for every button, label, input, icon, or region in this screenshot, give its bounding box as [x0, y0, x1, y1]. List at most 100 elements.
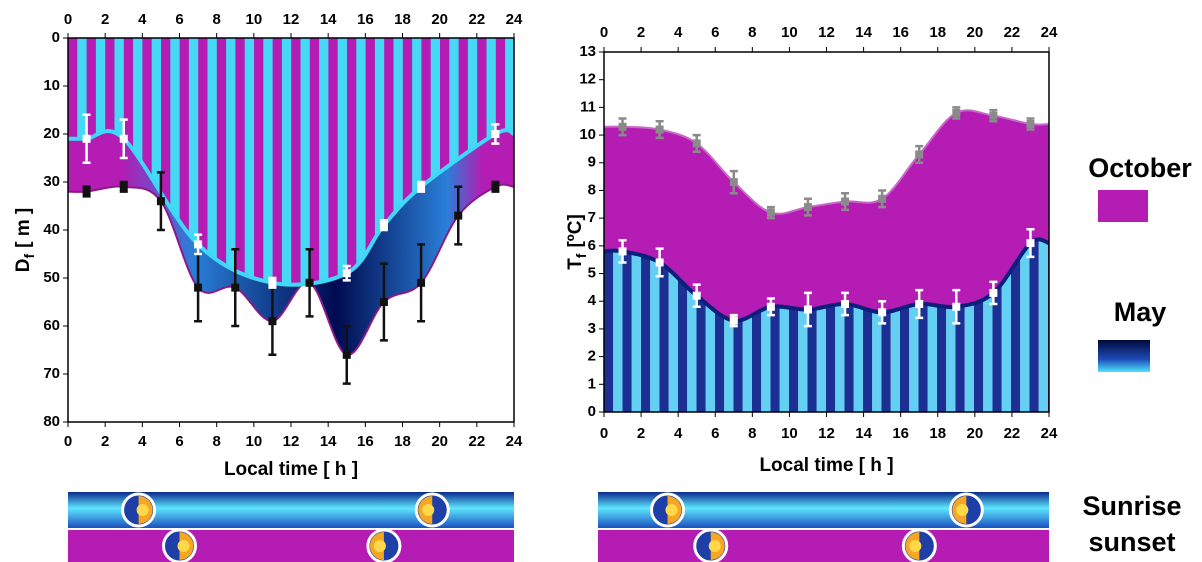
- daylight-bar: [68, 530, 514, 562]
- point: [952, 109, 960, 117]
- x-tick-label: 10: [245, 11, 262, 28]
- x-tick-label: 18: [394, 433, 411, 450]
- x-tick-label: 24: [506, 11, 523, 28]
- x-tick-label: 6: [175, 11, 183, 28]
- x-tick-label: 0: [64, 11, 72, 28]
- x-axis-label: Local time [ h ]: [759, 455, 893, 476]
- x-tick-label: 0: [64, 433, 72, 450]
- legend-label: Sunrise: [1082, 491, 1181, 521]
- y-tick-label: 8: [588, 181, 596, 198]
- legend-swatch: [1098, 340, 1150, 372]
- point: [730, 178, 738, 186]
- point: [306, 279, 314, 287]
- x-tick-label: 10: [245, 433, 262, 450]
- x-tick-label: 12: [818, 24, 835, 41]
- sun-icon: [123, 494, 155, 526]
- point: [804, 203, 812, 211]
- x-tick-label: 4: [138, 11, 147, 28]
- x-tick-label: 12: [818, 425, 835, 442]
- point: [878, 195, 886, 203]
- x-tick-label: 20: [431, 11, 448, 28]
- sun-icon: [416, 494, 448, 526]
- y-tick-label: 60: [43, 317, 60, 334]
- point: [343, 351, 351, 359]
- y-tick-label: 20: [43, 125, 60, 142]
- legend-swatch: [1098, 190, 1148, 222]
- y-tick-label: 80: [43, 413, 60, 430]
- point: [194, 284, 202, 292]
- sun-core: [956, 504, 968, 516]
- x-tick-label: 24: [1041, 24, 1058, 41]
- x-tick-label: 6: [711, 425, 719, 442]
- y-tick-label: 40: [43, 221, 60, 238]
- x-tick-label: 16: [892, 425, 909, 442]
- x-tick-label: 14: [320, 433, 337, 450]
- y-tick-label: 2: [588, 348, 596, 365]
- sun-icon: [903, 530, 935, 562]
- y-label-sub: f: [21, 254, 37, 259]
- x-tick-label: 2: [101, 11, 109, 28]
- point: [767, 209, 775, 217]
- x-tick-label: 16: [357, 433, 374, 450]
- point: [231, 284, 239, 292]
- y-tick-label: 5: [588, 265, 596, 282]
- x-tick-label: 4: [674, 425, 683, 442]
- point: [619, 123, 627, 131]
- point: [915, 300, 923, 308]
- y-tick-label: 6: [588, 237, 596, 254]
- point: [693, 292, 701, 300]
- point: [491, 130, 499, 138]
- daylight-bar: [598, 530, 1049, 562]
- point: [417, 279, 425, 287]
- point: [83, 135, 91, 143]
- point: [380, 298, 388, 306]
- x-tick-label: 22: [468, 11, 485, 28]
- sun-core: [178, 540, 190, 552]
- x-tick-label: 22: [1004, 425, 1021, 442]
- sun-core: [666, 504, 678, 516]
- x-tick-label: 20: [966, 425, 983, 442]
- y-tick-label: 4: [588, 292, 597, 309]
- point: [491, 183, 499, 191]
- sun-core: [137, 504, 149, 516]
- point: [417, 183, 425, 191]
- point: [656, 126, 664, 134]
- x-tick-label: 8: [748, 24, 756, 41]
- legend-label: October: [1088, 153, 1192, 183]
- y-tick-label: 9: [588, 154, 596, 171]
- y-label-main: T: [565, 258, 586, 270]
- x-tick-label: 4: [138, 433, 147, 450]
- x-tick-label: 2: [637, 24, 645, 41]
- x-tick-label: 14: [320, 11, 337, 28]
- y-tick-label: 10: [43, 77, 60, 94]
- x-tick-label: 4: [674, 24, 683, 41]
- point: [454, 212, 462, 220]
- point: [656, 258, 664, 266]
- x-tick-label: 22: [468, 433, 485, 450]
- sun-icon: [695, 530, 727, 562]
- point: [380, 221, 388, 229]
- x-tick-label: 12: [283, 11, 300, 28]
- x-tick-label: 0: [600, 425, 608, 442]
- x-tick-label: 18: [929, 425, 946, 442]
- x-tick-label: 2: [637, 425, 645, 442]
- y-axis-label: Tf[ºC]: [565, 214, 589, 270]
- y-label-unit: [ m ]: [13, 208, 34, 248]
- x-tick-label: 2: [101, 433, 109, 450]
- sun-icon: [368, 530, 400, 562]
- x-tick-label: 20: [966, 24, 983, 41]
- x-tick-label: 6: [175, 433, 183, 450]
- point: [878, 308, 886, 316]
- x-tick-label: 10: [781, 425, 798, 442]
- x-tick-label: 0: [600, 24, 608, 41]
- x-tick-label: 18: [929, 24, 946, 41]
- point: [343, 269, 351, 277]
- point: [1026, 239, 1034, 247]
- x-axis-label: Local time [ h ]: [224, 459, 358, 480]
- point: [693, 139, 701, 147]
- y-tick-label: 12: [579, 71, 596, 88]
- y-tick-label: 3: [588, 320, 596, 337]
- point: [268, 279, 276, 287]
- y-axis-label: Df[ m ]: [13, 208, 37, 273]
- point: [730, 317, 738, 325]
